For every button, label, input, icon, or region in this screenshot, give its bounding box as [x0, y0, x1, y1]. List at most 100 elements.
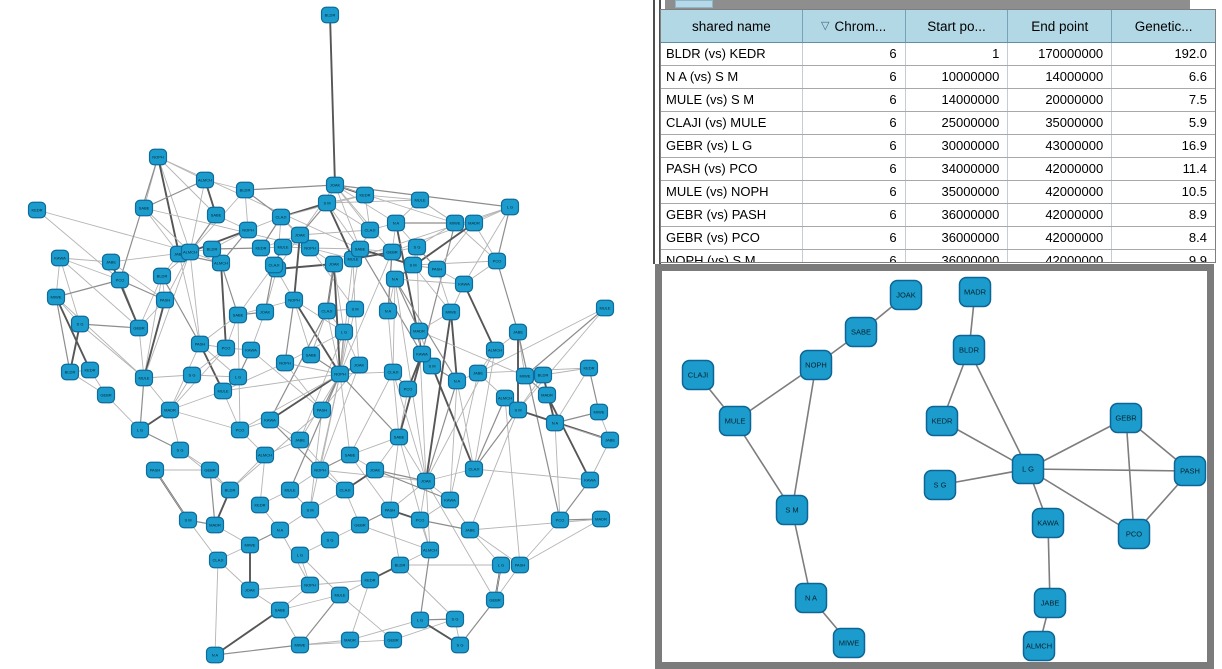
- network-node-kawa[interactable]: KAWA: [454, 275, 474, 293]
- network-node-joak[interactable]: JOAK: [416, 472, 436, 490]
- network-node-s-g[interactable]: S G: [182, 366, 202, 384]
- network-node-claji[interactable]: CLAJI: [383, 363, 403, 381]
- network-node-noph[interactable]: NOPH: [300, 576, 320, 594]
- table-row[interactable]: NOPH (vs) S M 6 36000000 42000000 9.9: [661, 250, 1215, 262]
- network-node-jabe[interactable]: JABE: [468, 364, 488, 382]
- network-node-s-g[interactable]: S G: [445, 610, 465, 628]
- network-node-madr[interactable]: MADR: [591, 510, 611, 528]
- network-node-miwe[interactable]: MIWE: [445, 214, 465, 232]
- network-node-n-a[interactable]: N A: [386, 214, 406, 232]
- network-node-miwe[interactable]: MIWE: [290, 636, 310, 654]
- network-node-noph[interactable]: NOPH: [310, 461, 330, 479]
- network-node-sabe[interactable]: SABE: [340, 446, 360, 464]
- network-node-madr[interactable]: MADR: [160, 401, 180, 419]
- network-node-pash[interactable]: PASH: [380, 501, 400, 519]
- network-node-n-a[interactable]: N A: [378, 302, 398, 320]
- network-node-l-g[interactable]: L G: [334, 323, 354, 341]
- network-node-claji[interactable]: CLAJI: [681, 359, 715, 391]
- network-node-noph[interactable]: NOPH: [238, 221, 258, 239]
- scrollbar-thumb[interactable]: [675, 0, 713, 8]
- column-header-genetic[interactable]: Genetic...: [1112, 10, 1215, 42]
- network-node-madr[interactable]: MADR: [340, 631, 360, 649]
- network-node-mule[interactable]: MULE: [410, 191, 430, 209]
- network-node-n-a[interactable]: N A: [205, 646, 225, 664]
- network-node-bldr[interactable]: BLDR: [390, 556, 410, 574]
- network-node-kedr[interactable]: KEDR: [360, 571, 380, 589]
- network-node-l-g[interactable]: L G: [500, 198, 520, 216]
- network-node-kedr[interactable]: KEDR: [80, 361, 100, 379]
- network-node-gebr[interactable]: GEBR: [382, 243, 402, 261]
- network-node-almch[interactable]: ALMCH: [180, 243, 200, 261]
- column-header-end-point[interactable]: End point: [1008, 10, 1113, 42]
- network-node-kawa[interactable]: KAWA: [50, 249, 70, 267]
- network-node-kawa[interactable]: KAWA: [1031, 507, 1065, 539]
- network-node-pash[interactable]: PASH: [312, 401, 332, 419]
- table-row[interactable]: CLAJI (vs) MULE 6 25000000 35000000 5.9: [661, 112, 1215, 135]
- network-node-sabe[interactable]: SABE: [301, 346, 321, 364]
- sub-network-canvas[interactable]: JOAK SABE NOPH CLAJI MULE S M N A MIWE MADR BLDR K…: [662, 271, 1207, 662]
- network-node-mule[interactable]: MULE: [273, 238, 293, 256]
- network-node-noph[interactable]: NOPH: [284, 291, 304, 309]
- table-row[interactable]: GEBR (vs) L G 6 30000000 43000000 16.9: [661, 135, 1215, 158]
- network-node-claji[interactable]: CLAJI: [360, 221, 380, 239]
- network-node-n-a[interactable]: N A: [385, 270, 405, 288]
- network-node-pash[interactable]: PASH: [145, 461, 165, 479]
- network-node-pash[interactable]: PASH: [190, 335, 210, 353]
- network-node-n-a[interactable]: N A: [794, 582, 828, 614]
- network-node-jabe[interactable]: JABE: [460, 521, 480, 539]
- network-node-almch[interactable]: ALMCH: [495, 389, 515, 407]
- network-node-miwe[interactable]: MIWE: [589, 403, 609, 421]
- network-node-joak[interactable]: JOAK: [349, 356, 369, 374]
- network-node-pco[interactable]: PCO: [550, 511, 570, 529]
- network-node-n-a[interactable]: N A: [447, 372, 467, 390]
- network-node-l-g[interactable]: L G: [1011, 453, 1045, 485]
- network-node-madr[interactable]: MADR: [958, 276, 992, 308]
- network-node-claji[interactable]: CLAJI: [464, 460, 484, 478]
- network-node-bldr[interactable]: BLDR: [152, 267, 172, 285]
- network-node-joak[interactable]: JOAK: [290, 226, 310, 244]
- network-node-pash[interactable]: PASH: [1173, 455, 1207, 487]
- table-top-scrollbar[interactable]: [665, 0, 1190, 9]
- network-node-s-g[interactable]: S G: [70, 315, 90, 333]
- network-node-s-m[interactable]: S M: [508, 401, 528, 419]
- network-node-gebr[interactable]: GEBR: [383, 631, 403, 649]
- network-node-s-m[interactable]: S M: [345, 300, 365, 318]
- network-node-s-g[interactable]: S G: [923, 469, 957, 501]
- main-network-canvas[interactable]: BLDR KEDR MULE NOPH SABE JOAK CLAJI S M N A MIWE M…: [0, 0, 652, 669]
- network-node-mule[interactable]: MULE: [213, 382, 233, 400]
- network-node-l-g[interactable]: L G: [290, 546, 310, 564]
- network-node-gebr[interactable]: GEBR: [96, 386, 116, 404]
- network-node-gebr[interactable]: GEBR: [485, 591, 505, 609]
- network-node-pco[interactable]: PCO: [398, 380, 418, 398]
- network-node-pco[interactable]: PCO: [410, 511, 430, 529]
- network-node-n-a[interactable]: N A: [270, 521, 290, 539]
- network-node-sabe[interactable]: SABE: [206, 206, 226, 224]
- network-node-pco[interactable]: PCO: [1117, 518, 1151, 550]
- column-header-chrom[interactable]: ▽ Chrom...: [803, 10, 906, 42]
- network-node-mule[interactable]: MULE: [718, 405, 752, 437]
- network-node-l-g[interactable]: L G: [228, 368, 248, 386]
- network-node-bldr[interactable]: BLDR: [533, 366, 553, 384]
- network-node-madr[interactable]: MADR: [537, 386, 557, 404]
- network-node-noph[interactable]: NOPH: [330, 365, 350, 383]
- table-row[interactable]: N A (vs) S M 6 10000000 14000000 6.6: [661, 66, 1215, 89]
- table-row[interactable]: MULE (vs) NOPH 6 35000000 42000000 10.5: [661, 181, 1215, 204]
- network-node-kedr[interactable]: KEDR: [251, 239, 271, 257]
- network-node-miwe[interactable]: MIWE: [515, 367, 535, 385]
- sub-network-panel[interactable]: JOAK SABE NOPH CLAJI MULE S M N A MIWE MADR BLDR K…: [655, 264, 1214, 669]
- network-node-joak[interactable]: JOAK: [889, 279, 923, 311]
- network-node-s-g[interactable]: S G: [450, 636, 470, 654]
- network-node-sabe[interactable]: SABE: [389, 428, 409, 446]
- network-node-kedr[interactable]: KEDR: [250, 496, 270, 514]
- network-node-joak[interactable]: JOAK: [325, 176, 345, 194]
- network-node-jabe[interactable]: JABE: [600, 431, 620, 449]
- network-node-kawa[interactable]: KAWA: [241, 341, 261, 359]
- table-row[interactable]: GEBR (vs) PCO 6 36000000 42000000 8.4: [661, 227, 1215, 250]
- network-node-s-m[interactable]: S M: [775, 494, 809, 526]
- network-node-sabe[interactable]: SABE: [134, 199, 154, 217]
- network-node-almch[interactable]: ALMCH: [420, 541, 440, 559]
- network-node-pco[interactable]: PCO: [216, 339, 236, 357]
- network-node-almch[interactable]: ALMCH: [485, 341, 505, 359]
- network-node-claji[interactable]: CLAJI: [271, 208, 291, 226]
- network-node-s-g[interactable]: S G: [170, 441, 190, 459]
